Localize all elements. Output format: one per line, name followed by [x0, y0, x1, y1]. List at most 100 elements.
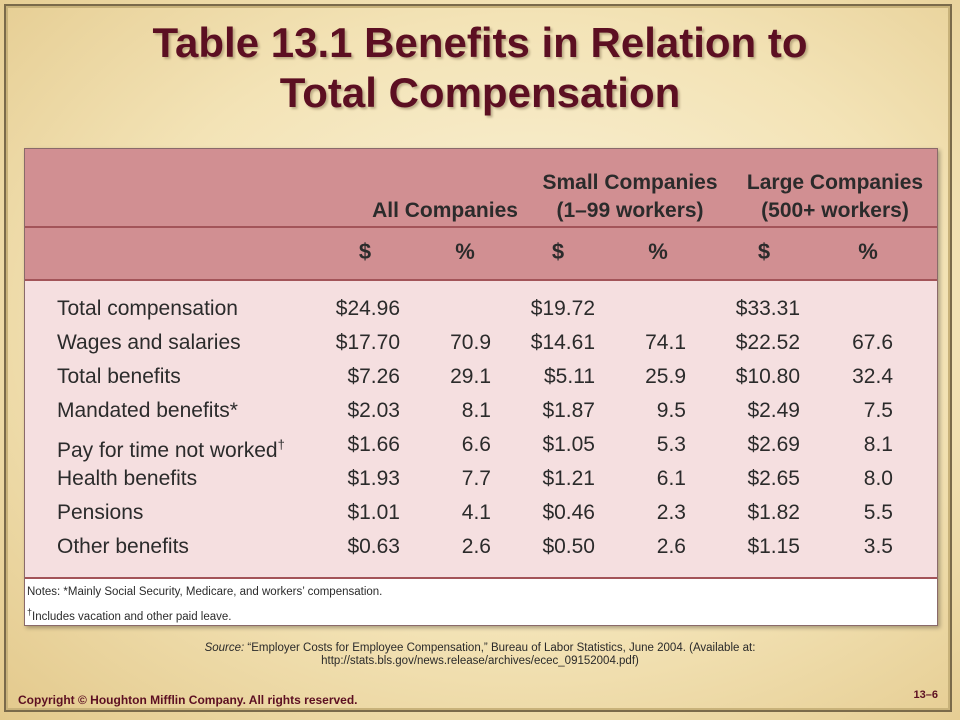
row-label: Mandated benefits*: [57, 394, 238, 428]
unit-all-dollar: $: [358, 239, 372, 264]
table-row: Total compensation $24.96 $19.72 $33.31: [25, 292, 937, 326]
table-cell: 5.5: [863, 501, 893, 524]
table-cell: $22.52: [735, 331, 800, 354]
table-cell: 25.9: [645, 365, 686, 388]
table-cell: $2.69: [747, 433, 800, 456]
table-row: Total benefits $7.26 29.1 $5.11 25.9 $10.80 32…: [25, 360, 937, 394]
row-label-text: Health benefits: [57, 467, 198, 490]
table-cell: $2.03: [347, 399, 400, 422]
note-line-2: †Includes vacation and other paid leave.: [27, 602, 382, 627]
table-cell: $33.31: [735, 297, 800, 320]
row-label: Total compensation: [57, 292, 238, 326]
note-line-1: Notes: *Mainly Social Security, Medicare…: [27, 586, 383, 598]
source-citation: Source: “Employer Costs for Employee Com…: [150, 642, 810, 668]
table-cell: 4.1: [461, 501, 491, 524]
group-header-line2: (500+ workers): [761, 199, 909, 222]
table-cell: $19.72: [530, 297, 595, 320]
table-cell: $14.61: [530, 331, 595, 354]
title-line-1: Table 13.1 Benefits in Relation to: [152, 19, 808, 66]
row-footnote-mark: †: [277, 437, 285, 452]
table-cell: 7.7: [461, 467, 491, 490]
table-cell: $2.65: [747, 467, 800, 490]
table-cell: $0.50: [542, 535, 595, 558]
table-row: Wages and salaries $17.70 70.9 $14.61 74.1 $2…: [25, 326, 937, 360]
row-label-text: Total compensation: [57, 297, 238, 320]
table-cell: $1.93: [347, 467, 400, 490]
table-row: Health benefits $1.93 7.7 $1.21 6.1 $2.65 8.0: [25, 462, 937, 496]
table-row: Mandated benefits* $2.03 8.1 $1.87 9.5 $2.49 7…: [25, 394, 937, 428]
table-cell: 2.3: [656, 501, 686, 524]
table-cell: 74.1: [645, 331, 686, 354]
group-header-line2: All Companies: [372, 199, 518, 222]
row-label: Pay for time not worked†: [57, 428, 285, 468]
row-label: Wages and salaries: [57, 326, 241, 360]
table-cell: $10.80: [735, 365, 800, 388]
table-cell: 8.1: [461, 399, 491, 422]
row-label: Total benefits: [57, 360, 181, 394]
unit-all-percent: %: [455, 239, 475, 264]
copyright-notice: Copyright © Houghton Mifflin Company. Al…: [18, 693, 358, 707]
group-header-line1: Small Companies: [542, 171, 718, 194]
table-cell: $0.63: [347, 535, 400, 558]
group-header-line1: [355, 169, 535, 197]
table-cell: $1.82: [747, 501, 800, 524]
page-number: 13–6: [913, 689, 938, 701]
table-cell: $1.87: [542, 399, 595, 422]
table-unit-header: [25, 228, 937, 281]
table-cell: $1.05: [542, 433, 595, 456]
table-cell: 6.6: [461, 433, 491, 456]
source-label: Source:: [204, 642, 245, 654]
row-label-text: Pensions: [57, 501, 144, 524]
table-cell: 5.3: [656, 433, 686, 456]
table-cell: $7.26: [347, 365, 400, 388]
table-row: Pay for time not worked† $1.66 6.6 $1.05 5.3…: [25, 428, 937, 462]
slide-title: Table 13.1 Benefits in Relation to Total…: [0, 18, 960, 118]
note-dagger: †: [27, 607, 33, 617]
group-header-large: Large Companies (500+ workers): [735, 169, 935, 225]
table-cell: $1.21: [542, 467, 595, 490]
row-label-text: Other benefits: [57, 535, 189, 558]
table-cell: $2.49: [747, 399, 800, 422]
row-label-text: Wages and salaries: [57, 331, 241, 354]
source-text: “Employer Costs for Employee Compensatio…: [244, 642, 756, 667]
table-cell: 7.5: [863, 399, 893, 422]
unit-large-dollar: $: [757, 239, 771, 264]
table-cell: 3.5: [863, 535, 893, 558]
row-label: Pensions: [57, 496, 143, 530]
table-cell: 29.1: [450, 365, 491, 388]
table-cell: 2.6: [656, 535, 686, 558]
table-cell: $5.11: [544, 365, 595, 388]
benefits-table: All Companies Small Companies (1–99 work…: [24, 148, 938, 626]
table-cell: 32.4: [852, 365, 893, 388]
table-cell: $17.70: [335, 331, 400, 354]
table-row: Pensions $1.01 4.1 $0.46 2.3 $1.82 5.5: [25, 496, 937, 530]
row-label-text: Mandated benefits*: [57, 399, 238, 422]
table-cell: 67.6: [852, 331, 893, 354]
table-cell: 8.1: [863, 433, 893, 456]
table-cell: $1.01: [347, 501, 400, 524]
group-header-all: All Companies: [355, 169, 535, 225]
slide-frame: [4, 4, 952, 712]
row-label: Health benefits: [57, 462, 197, 496]
unit-small-percent: %: [648, 239, 668, 264]
group-header-line1: Large Companies: [746, 171, 924, 194]
group-header-small: Small Companies (1–99 workers): [530, 169, 730, 225]
row-label-text: Pay for time not worked: [57, 439, 278, 462]
table-group-header: All Companies Small Companies (1–99 work…: [25, 149, 937, 228]
unit-small-dollar: $: [551, 239, 565, 264]
table-cell: 8.0: [863, 467, 893, 490]
table-cell: 2.6: [461, 535, 491, 558]
table-cell: 9.5: [656, 399, 686, 422]
note-line-2-text: Includes vacation and other paid leave.: [32, 610, 232, 623]
table-cell: $24.96: [335, 297, 400, 320]
title-line-2: Total Compensation: [279, 69, 681, 116]
table-cell: $1.15: [747, 535, 800, 558]
table-body: [25, 281, 937, 579]
unit-large-percent: %: [858, 239, 878, 264]
table-row: Other benefits $0.63 2.6 $0.50 2.6 $1.15 3.5: [25, 530, 937, 564]
row-label: Other benefits: [57, 530, 189, 564]
table-cell: 6.1: [656, 467, 686, 490]
table-cell: $1.66: [347, 433, 400, 456]
group-header-line2: (1–99 workers): [556, 199, 704, 222]
table-cell: 70.9: [450, 331, 491, 354]
